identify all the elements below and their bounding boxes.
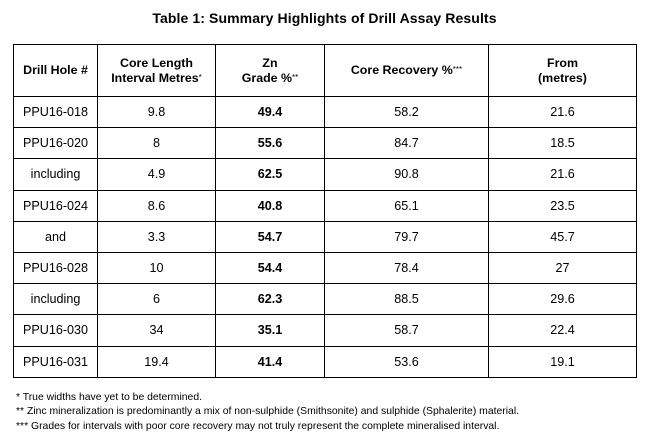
footnote-zinc-mineralization: ** Zinc mineralization is predominantly … [16, 406, 520, 418]
cell-drill-hole: PPU16-020 [13, 127, 98, 160]
table-row: and 3.3 54.7 79.7 45.7 [13, 220, 637, 253]
table-row: PPU16-024 8.6 40.8 65.1 23.5 [13, 189, 637, 222]
header-zn-grade-line1: Zn [262, 55, 278, 70]
header-drill-hole: Drill Hole # [13, 44, 98, 97]
cell-zn-grade: 62.5 [215, 158, 325, 191]
cell-zn-grade: 55.6 [215, 127, 325, 160]
cell-core-recovery: 65.1 [324, 189, 489, 222]
cell-core-recovery: 78.4 [324, 251, 489, 285]
cell-drill-hole: PPU16-018 [13, 95, 98, 129]
cell-from: 27 [488, 251, 637, 285]
header-core-recovery-footnote-mark: *** [452, 65, 463, 74]
header-drill-hole-label: Drill Hole # [23, 63, 88, 77]
cell-drill-hole: and [13, 220, 98, 253]
cell-core-length: 10 [97, 251, 216, 285]
cell-core-length: 34 [97, 314, 216, 347]
cell-core-length: 6 [97, 283, 216, 316]
cell-zn-grade: 40.8 [215, 189, 325, 222]
table-title: Table 1: Summary Highlights of Drill Ass… [152, 10, 497, 26]
cell-core-recovery: 88.5 [324, 283, 489, 316]
header-from-line2: (metres) [538, 70, 587, 85]
drill-assay-table: Drill Hole # Core Length Interval Metres… [13, 44, 637, 378]
table-row: PPU16-020 8 55.6 84.7 18.5 [13, 127, 637, 160]
cell-from: 19.1 [488, 345, 637, 378]
cell-core-length: 4.9 [97, 158, 216, 191]
cell-drill-hole: PPU16-024 [13, 189, 98, 222]
table-row: PPU16-028 10 54.4 78.4 27 [13, 251, 637, 285]
cell-core-length: 19.4 [97, 345, 216, 378]
cell-core-length: 3.3 [97, 220, 216, 253]
header-core-length-footnote-mark: * [198, 72, 202, 82]
cell-from: 22.4 [488, 314, 637, 347]
cell-core-length: 9.8 [97, 95, 216, 129]
cell-from: 23.5 [488, 189, 637, 222]
cell-core-length: 8.6 [97, 189, 216, 222]
cell-from: 29.6 [488, 283, 637, 316]
table-row: PPU16-018 9.8 49.4 58.2 21.6 [13, 95, 637, 129]
cell-core-recovery: 53.6 [324, 345, 489, 378]
header-zn-grade: Zn Grade %** [215, 44, 325, 97]
cell-zn-grade: 54.4 [215, 251, 325, 285]
header-core-recovery-label: Core Recovery % [350, 63, 453, 77]
cell-zn-grade: 54.7 [215, 220, 325, 253]
footnote-true-widths: * True widths have yet to be determined. [16, 392, 202, 403]
cell-core-recovery: 58.7 [324, 314, 489, 347]
header-from: From (metres) [488, 44, 637, 97]
cell-drill-hole: PPU16-028 [13, 251, 98, 285]
cell-zn-grade: 41.4 [215, 345, 325, 378]
table-row: PPU16-030 34 35.1 58.7 22.4 [13, 314, 637, 347]
header-from-line1: From [547, 55, 578, 70]
footnotes: * True widths have yet to be determined.… [16, 391, 519, 434]
header-zn-grade-footnote-mark: ** [292, 72, 299, 82]
table-row: PPU16-031 19.4 41.4 53.6 19.1 [13, 345, 637, 378]
table-row: including 6 62.3 88.5 29.6 [13, 283, 637, 316]
cell-from: 18.5 [488, 127, 637, 160]
cell-zn-grade: 49.4 [215, 95, 325, 129]
header-core-recovery: Core Recovery %*** [324, 44, 489, 97]
cell-core-recovery: 79.7 [324, 220, 489, 253]
header-zn-grade-line2: Grade % [241, 70, 293, 85]
cell-core-recovery: 90.8 [324, 158, 489, 191]
header-core-length-line2: Interval Metres [111, 70, 199, 85]
cell-from: 21.6 [488, 158, 637, 191]
cell-core-recovery: 84.7 [324, 127, 489, 160]
cell-from: 21.6 [488, 95, 637, 129]
cell-core-recovery: 58.2 [324, 95, 489, 129]
cell-core-length: 8 [97, 127, 216, 160]
header-core-length-line1: Core Length [120, 55, 193, 70]
header-core-length: Core Length Interval Metres* [97, 44, 216, 97]
cell-zn-grade: 35.1 [215, 314, 325, 347]
footnote-core-recovery: *** Grades for intervals with poor core … [16, 420, 500, 432]
table-header-row: Drill Hole # Core Length Interval Metres… [13, 44, 637, 97]
table-row: including 4.9 62.5 90.8 21.6 [13, 158, 637, 191]
cell-zn-grade: 62.3 [215, 283, 325, 316]
cell-drill-hole: PPU16-031 [13, 345, 98, 378]
cell-drill-hole: PPU16-030 [13, 314, 98, 347]
cell-drill-hole: including [13, 158, 98, 191]
cell-drill-hole: including [13, 283, 98, 316]
cell-from: 45.7 [488, 220, 637, 253]
